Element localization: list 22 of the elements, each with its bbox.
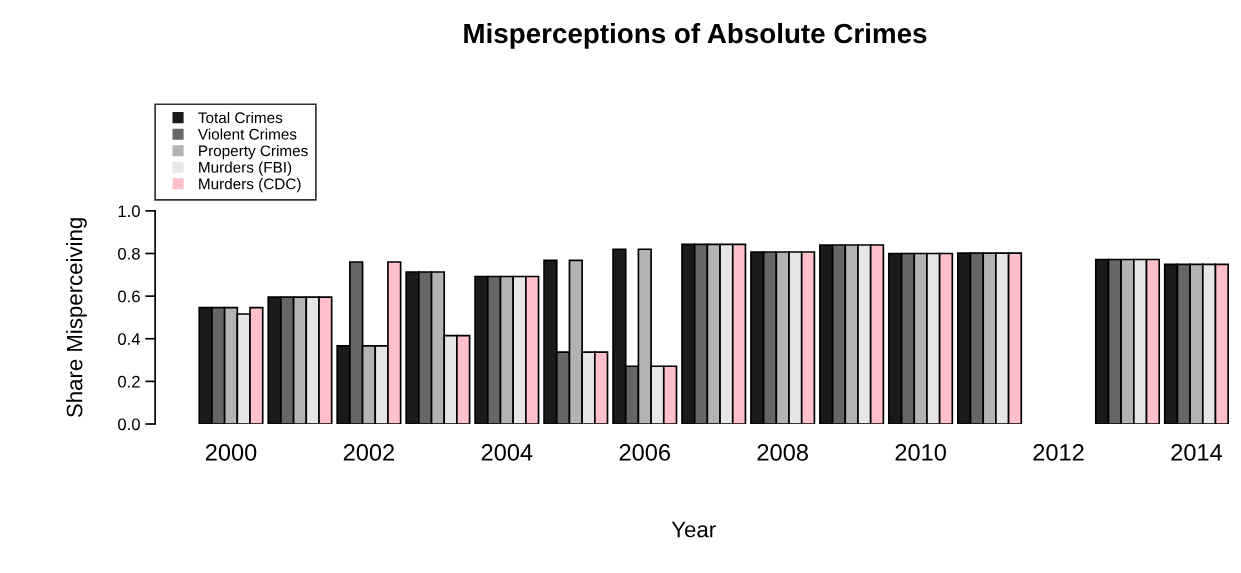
legend-label: Violent Crimes xyxy=(197,128,297,140)
x-tick-label: 2002 xyxy=(343,444,394,461)
chart-title: Misperceptions of Absolute Crimes xyxy=(464,22,927,49)
y-tick-label: 1.0 xyxy=(118,205,140,218)
x-tick-label: 2012 xyxy=(1033,444,1084,461)
y-tick-label: 0.2 xyxy=(118,375,140,388)
x-tick-label: 2006 xyxy=(619,444,670,461)
y-tick-label: 0.6 xyxy=(118,290,140,303)
y-tick-label: 0.8 xyxy=(118,247,140,260)
legend-label: Murders (FBI) xyxy=(199,161,292,176)
y-tick-label: 0.0 xyxy=(118,418,140,431)
x-tick-label: 2000 xyxy=(205,444,257,461)
x-tick-label: 2014 xyxy=(1171,444,1223,461)
legend-label: Total Crimes xyxy=(198,111,283,124)
x-tick-label: 2004 xyxy=(481,444,533,461)
x-axis-title: Year xyxy=(671,521,716,538)
x-tick-label: 2008 xyxy=(757,444,808,461)
y-axis-title: Share Misperceiving xyxy=(66,218,87,418)
legend-label: Murders (CDC) xyxy=(199,178,301,193)
legend-label: Property Crimes xyxy=(199,144,308,160)
x-tick-label: 2010 xyxy=(895,444,946,461)
y-tick-label: 0.4 xyxy=(118,333,141,345)
